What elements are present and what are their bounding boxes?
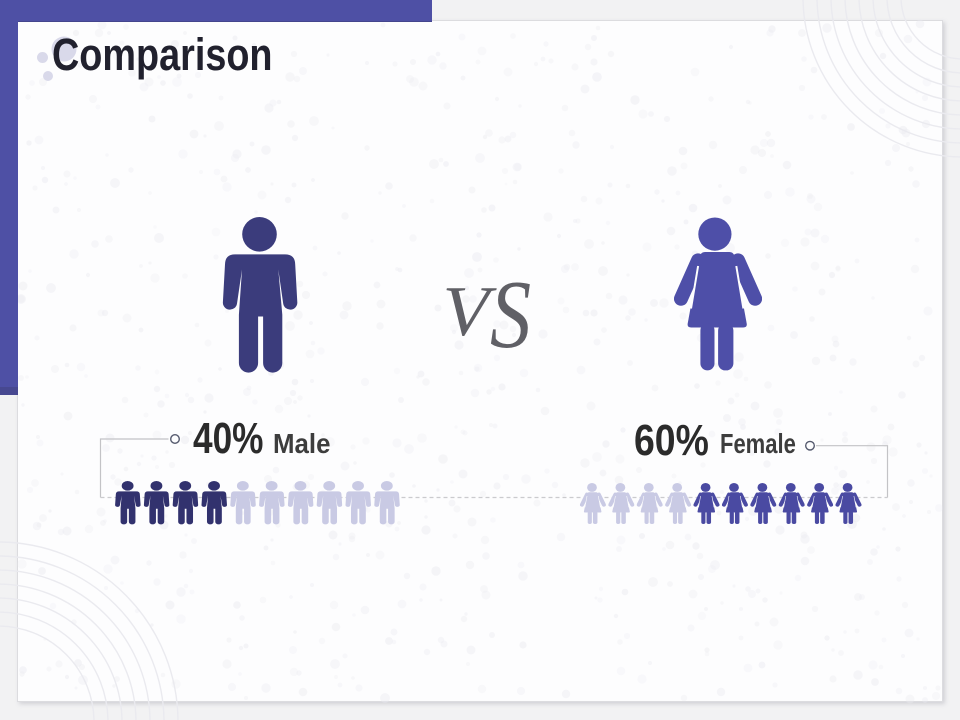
svg-text:S: S — [490, 259, 531, 368]
svg-text:V: V — [443, 272, 498, 351]
